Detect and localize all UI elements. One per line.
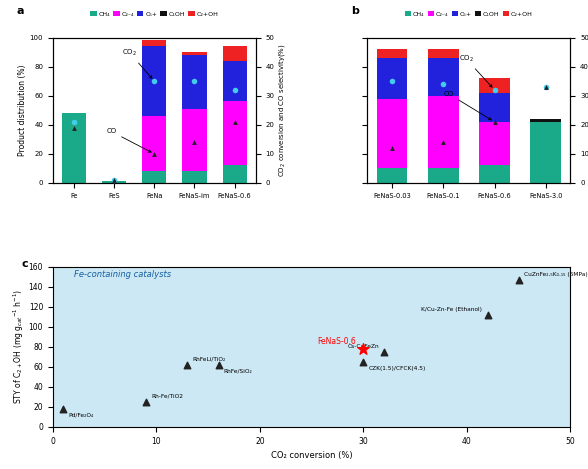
Point [379, 348, 389, 356]
Text: CO$_2$: CO$_2$ [459, 54, 492, 87]
X-axis label: CO₂ conversion (%): CO₂ conversion (%) [271, 451, 352, 460]
Text: a: a [16, 6, 24, 15]
Point [141, 398, 151, 406]
Bar [142, 171, 166, 183]
Point [150, 77, 159, 85]
Bar [222, 166, 246, 183]
Bar [222, 46, 246, 61]
Point [190, 138, 199, 146]
Legend: CH₄, C₂₋₄, C₅+, C₁OH, C₂+OH: CH₄, C₂₋₄, C₅+, C₁OH, C₂+OH [402, 8, 535, 19]
Text: CuZnFe₂.₅K₀.₁₅ (6MPa): CuZnFe₂.₅K₀.₁₅ (6MPa) [524, 272, 587, 277]
Text: Fe-containing catalysts: Fe-containing catalysts [74, 270, 171, 279]
Y-axis label: CO$_2$ conversion and CO selectivity(%): CO$_2$ conversion and CO selectivity(%) [278, 43, 288, 177]
Text: b: b [351, 6, 359, 15]
Bar [479, 78, 510, 93]
Point [541, 83, 550, 91]
Point [439, 138, 448, 146]
Bar [428, 49, 459, 58]
Bar [428, 168, 459, 183]
Y-axis label: STY of C$_{2+}$OH (mg g$_{cat}$$^{-1}$ h$^{-1}$): STY of C$_{2+}$OH (mg g$_{cat}$$^{-1}$ h… [12, 289, 26, 404]
Point [230, 86, 239, 94]
Point [109, 176, 119, 184]
Bar [182, 171, 206, 183]
Bar [102, 182, 126, 183]
Point [387, 144, 397, 152]
Text: RhFe/SiO₂: RhFe/SiO₂ [223, 369, 252, 374]
Point [190, 77, 199, 85]
Point [490, 86, 499, 94]
Text: FeNaS-0.6: FeNaS-0.6 [317, 337, 356, 346]
Point [387, 77, 397, 85]
Point [514, 276, 523, 284]
Text: c: c [22, 259, 28, 269]
Point [183, 361, 192, 369]
Text: Pd/Fe₂O₄: Pd/Fe₂O₄ [68, 413, 93, 418]
Bar [62, 113, 86, 183]
Text: Cs-CuFeZn: Cs-CuFeZn [348, 344, 379, 349]
Text: RhFeLi/TiO₂: RhFeLi/TiO₂ [193, 357, 226, 362]
Point [541, 83, 550, 91]
Bar [479, 93, 510, 122]
Bar [222, 61, 246, 101]
Bar [142, 40, 166, 46]
Bar [377, 49, 407, 58]
Bar [142, 46, 166, 116]
Text: CZK(1.5)/CFCK(4.5): CZK(1.5)/CFCK(4.5) [369, 366, 426, 371]
Point [490, 118, 499, 126]
Point [359, 358, 368, 365]
Bar [182, 52, 206, 55]
Point [230, 118, 239, 126]
Y-axis label: Product distribution (%): Product distribution (%) [18, 64, 27, 156]
Bar [428, 96, 459, 168]
Point [69, 124, 79, 131]
Bar [222, 101, 246, 166]
Bar [182, 55, 206, 109]
Bar [182, 109, 206, 171]
Point [439, 80, 448, 88]
Point [69, 118, 79, 126]
Point [483, 311, 492, 318]
Bar [530, 122, 561, 183]
Text: CO: CO [106, 129, 151, 152]
Text: CO: CO [443, 91, 492, 120]
Bar [479, 122, 510, 166]
Text: Rh-Fe/TiO2: Rh-Fe/TiO2 [151, 394, 183, 399]
Bar [377, 98, 407, 168]
Legend: CH₄, C₂₋₄, C₅+, C₁OH, C₂+OH: CH₄, C₂₋₄, C₅+, C₁OH, C₂+OH [88, 8, 221, 19]
Bar [377, 168, 407, 183]
Bar [142, 116, 166, 171]
Point [109, 176, 119, 184]
Point [359, 345, 368, 353]
Point [150, 150, 159, 158]
Text: CO$_2$: CO$_2$ [122, 48, 152, 78]
Point [59, 405, 68, 413]
Bar [428, 58, 459, 96]
Bar [530, 119, 561, 122]
Bar [377, 58, 407, 98]
Point [214, 361, 223, 369]
Bar [479, 166, 510, 183]
Text: K/Cu-Zn-Fe (Ethanol): K/Cu-Zn-Fe (Ethanol) [422, 307, 482, 312]
